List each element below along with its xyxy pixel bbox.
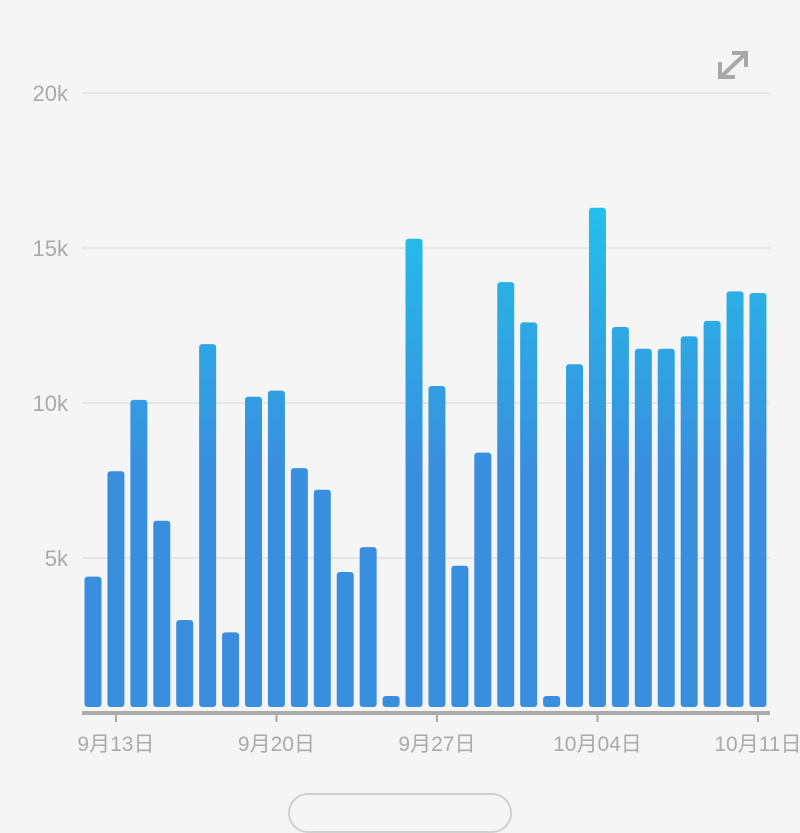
y-tick-label: 20k [33, 81, 69, 106]
bar-9月30日[interactable] [497, 282, 515, 707]
bar-9月29日[interactable] [474, 452, 492, 707]
bar-9月17日[interactable] [199, 344, 217, 707]
y-tick-label: 5k [45, 546, 69, 571]
y-tick-label: 15k [33, 236, 69, 261]
x-tick-label: 10月11日 [714, 733, 800, 756]
bar-9月15日[interactable] [153, 520, 171, 707]
bar-9月16日[interactable] [176, 620, 194, 707]
x-tick-label: 10月04日 [553, 733, 642, 756]
expand-arrows-icon [718, 51, 748, 79]
y-tick-label: 10k [33, 391, 69, 416]
bar-9月12日[interactable] [84, 576, 102, 707]
bar-10月08日[interactable] [680, 336, 698, 707]
bar-10月02日[interactable] [543, 695, 561, 707]
bar-9月28日[interactable] [451, 565, 469, 707]
bar-9月27日[interactable] [428, 385, 446, 707]
bar-10月06日[interactable] [634, 348, 652, 707]
expand-button[interactable] [712, 46, 756, 86]
bottom-button[interactable] [288, 793, 512, 833]
bar-9月23日[interactable] [336, 571, 354, 707]
bar-10月10日[interactable] [726, 291, 744, 707]
bar-9月24日[interactable] [359, 547, 377, 707]
bar-10月04日[interactable] [588, 207, 606, 707]
bar-9月19日[interactable] [245, 396, 263, 707]
x-tick-label: 9月20日 [238, 733, 315, 756]
bar-9月22日[interactable] [313, 489, 331, 707]
bar-10月03日[interactable] [566, 364, 584, 707]
bar-9月18日[interactable] [222, 632, 240, 707]
bar-10月09日[interactable] [703, 320, 721, 707]
bar-10月01日[interactable] [520, 322, 538, 707]
bar-9月25日[interactable] [382, 695, 400, 707]
bar-9月20日[interactable] [267, 390, 285, 707]
bar-9月14日[interactable] [130, 399, 148, 707]
bar-9月13日[interactable] [107, 471, 125, 707]
bar-chart: 5k 10k 15k 20k 9月13日 9月20日 9月27日 10月04日 10月11日 [33, 81, 800, 756]
bar-9月21日[interactable] [290, 468, 308, 707]
bar-10月07日[interactable] [657, 348, 675, 707]
bar-9月26日[interactable] [405, 238, 423, 707]
x-tick-label: 9月27日 [398, 733, 475, 756]
bar-10月05日[interactable] [611, 327, 629, 707]
bar-10月11日[interactable] [749, 292, 767, 707]
x-tick-label: 9月13日 [77, 733, 154, 756]
